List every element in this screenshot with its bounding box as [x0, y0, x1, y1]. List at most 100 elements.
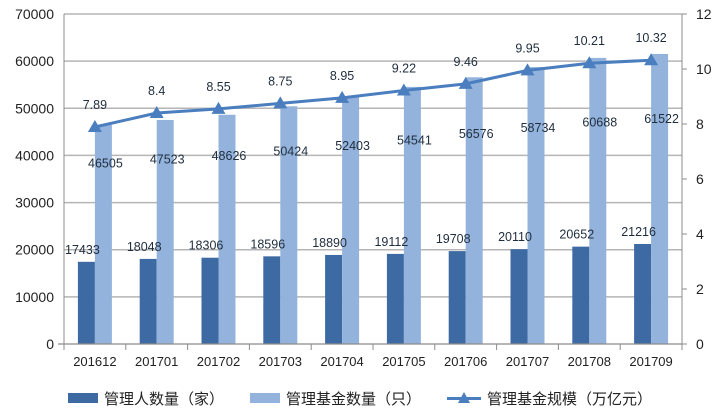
bar	[201, 257, 219, 344]
right-axis-tick: 12	[696, 6, 712, 22]
right-axis-tick: 0	[696, 336, 704, 352]
triangle-marker-icon	[149, 106, 164, 118]
bar	[139, 258, 157, 344]
line-label: 7.89	[83, 98, 107, 112]
x-axis-tick: 201701	[135, 354, 178, 369]
bar	[94, 124, 112, 344]
bar-label: 52403	[335, 139, 370, 153]
line-label: 9.46	[454, 55, 478, 69]
bar	[342, 96, 360, 345]
left-axis-tick: 0	[46, 336, 54, 352]
bar	[572, 246, 590, 344]
bar-label: 19112	[374, 235, 408, 249]
right-axis-tick: 8	[696, 116, 704, 132]
legend-line-triangle-icon	[447, 392, 481, 404]
bar	[651, 53, 669, 344]
line-label: 8.55	[206, 80, 230, 94]
bar	[218, 114, 236, 344]
legend-item-funds-count: 管理基金数量（只）	[249, 388, 421, 409]
line-label: 8.4	[148, 84, 165, 98]
bar-label: 18890	[312, 236, 347, 250]
combo-chart: 0 10000 20000 30000 40000 50000 60000 70000 0 2 4…	[15, 6, 712, 369]
legend-label: 管理基金数量（只）	[285, 389, 421, 408]
bar-label: 54541	[397, 133, 432, 147]
right-axis-tick: 6	[696, 171, 704, 187]
left-axis-tick: 70000	[15, 6, 54, 22]
bar-label: 58734	[521, 121, 556, 135]
bar	[325, 254, 343, 344]
bar-label: 19708	[436, 232, 471, 246]
bar	[280, 106, 298, 344]
legend-swatch-light-bar	[249, 393, 280, 403]
left-axis-tick: 40000	[15, 147, 54, 163]
bar-label: 46505	[88, 156, 123, 170]
left-axis-tick: 60000	[15, 53, 54, 69]
bar-label: 47523	[150, 152, 185, 166]
left-axis: 0 10000 20000 30000 40000 50000 60000 70000	[15, 6, 65, 352]
bar	[465, 77, 483, 344]
left-axis-tick: 10000	[15, 289, 54, 305]
bar	[634, 243, 652, 344]
right-axis-tick: 2	[696, 281, 704, 297]
x-axis-tick: 201707	[506, 354, 549, 369]
line-label: 8.95	[330, 69, 354, 83]
line-label: 10.21	[574, 34, 605, 48]
left-axis-tick: 50000	[15, 100, 54, 116]
bar-label: 56576	[459, 127, 494, 141]
bar	[448, 251, 466, 344]
x-axis-tick: 201708	[568, 354, 611, 369]
bar-label: 20110	[498, 230, 532, 244]
bar	[403, 86, 421, 344]
bar-label: 18306	[189, 239, 224, 253]
bar	[386, 253, 404, 344]
x-axis-tick: 201706	[444, 354, 487, 369]
line-label: 9.95	[515, 41, 539, 55]
right-axis-tick: 10	[696, 61, 712, 77]
line-label: 10.32	[635, 31, 666, 45]
triangle-marker-icon	[335, 90, 350, 103]
bar	[77, 261, 95, 344]
right-axis: 0 2 4 6 8 10 12	[681, 6, 712, 352]
x-axis-tick: 201704	[320, 354, 363, 369]
triangle-marker-icon	[396, 83, 411, 96]
triangle-marker-icon	[87, 120, 102, 133]
bar-label: 18048	[127, 240, 162, 254]
x-axis: 201612 201701 201702 201703 201704 201705 2017…	[58, 343, 683, 369]
bar	[156, 119, 174, 344]
line-label: 8.75	[268, 74, 292, 88]
x-axis-tick: 201702	[197, 354, 240, 369]
legend-swatch-dark-bar	[67, 393, 98, 403]
bar	[263, 256, 281, 344]
legend-item-managers: 管理人数量（家）	[67, 388, 224, 409]
x-axis-tick: 201703	[259, 354, 302, 369]
bar	[510, 249, 528, 344]
triangle-marker-icon	[582, 56, 597, 69]
left-axis-tick: 30000	[15, 195, 54, 211]
bar	[527, 67, 545, 344]
bar-label: 18596	[250, 237, 285, 251]
line-label: 9.22	[392, 61, 416, 75]
bar-series	[77, 53, 669, 345]
x-axis-tick: 201705	[382, 354, 425, 369]
right-axis-tick: 4	[696, 226, 704, 242]
left-axis-tick: 20000	[15, 242, 54, 258]
triangle-marker-icon	[520, 63, 535, 76]
x-axis-tick: 201612	[73, 354, 116, 369]
legend-label: 管理人数量（家）	[103, 389, 224, 408]
legend: 管理人数量（家） 管理基金数量（只） 管理基金规模（万亿元）	[0, 383, 720, 413]
bar-label: 17433	[65, 243, 100, 257]
x-axis-tick: 201709	[629, 354, 672, 369]
line-series	[87, 53, 659, 133]
triangle-marker-icon	[644, 53, 659, 66]
triangle-marker-icon	[211, 101, 226, 114]
triangle-marker-icon	[458, 76, 473, 89]
data-labels: 17433 46505 18048 47523 18306 48626 18596 50424…	[65, 31, 679, 257]
bar-label: 61522	[644, 112, 679, 126]
bar-label: 50424	[273, 144, 308, 158]
bar-label: 48626	[212, 149, 247, 163]
bar-label: 20652	[559, 228, 594, 242]
triangle-marker-icon	[273, 96, 288, 109]
legend-item-fund-scale: 管理基金规模（万亿元）	[447, 388, 652, 409]
bar	[589, 57, 607, 345]
legend-label: 管理基金规模（万亿元）	[487, 389, 653, 408]
